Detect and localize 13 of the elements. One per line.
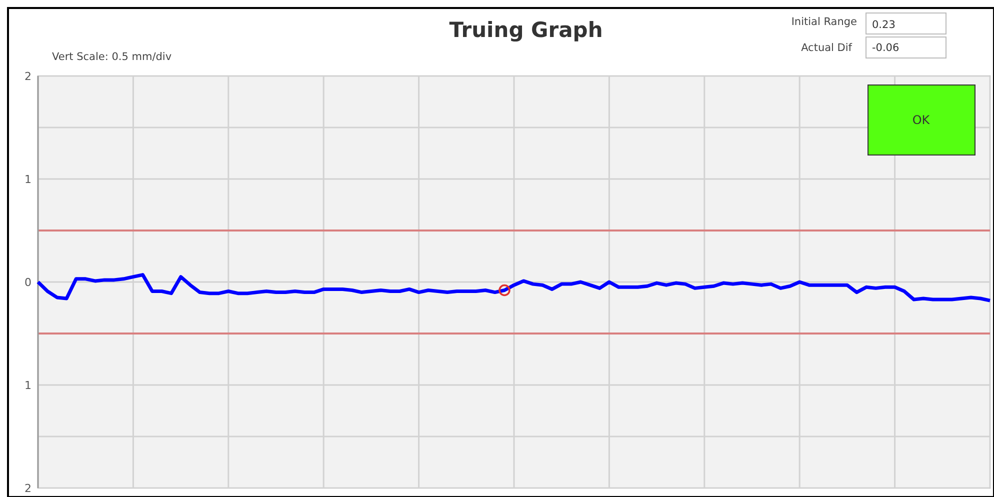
text: 0.23 [872,19,896,31]
chart-title: Truing Graph [449,18,603,42]
text: Initial Range [791,16,857,28]
y-tick-label: 1 [24,378,32,392]
text: Vert Scale: 0.5 mm/div [52,51,172,63]
text: Actual Dif [801,42,852,54]
y-tick-label: 2 [24,70,32,83]
text: -0.06 [872,42,900,54]
y-tick-label: 0 [24,276,32,289]
y-tick-label: 1 [24,172,32,186]
line-series [36,273,992,302]
y-tick-label: 2 [24,482,32,495]
annotation: OK [912,113,931,127]
